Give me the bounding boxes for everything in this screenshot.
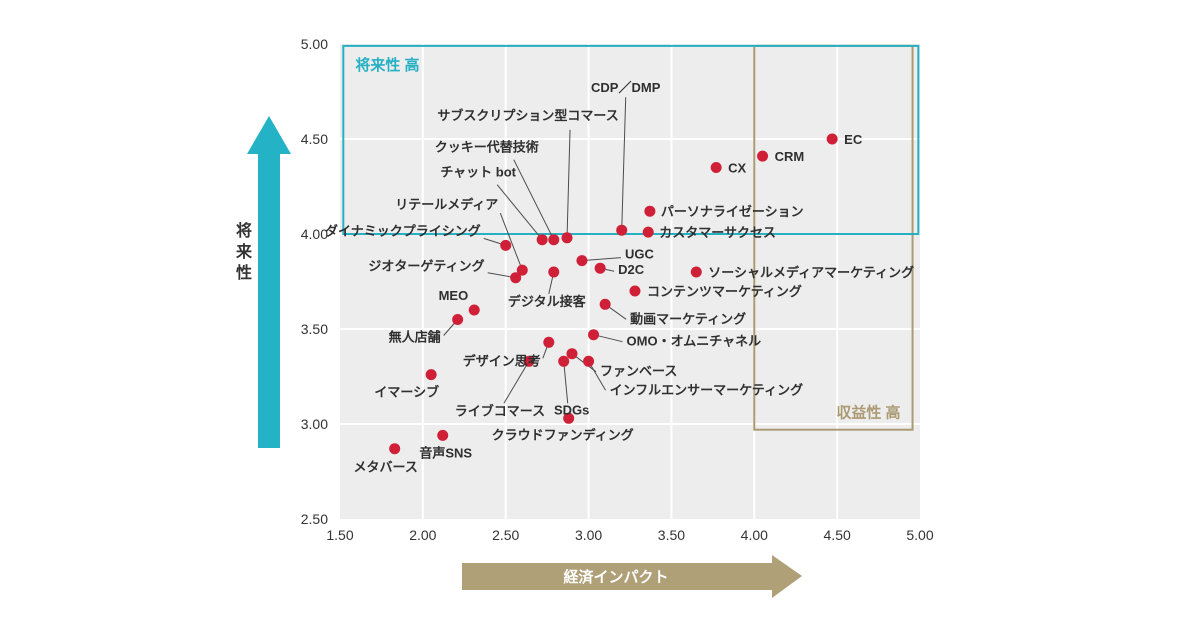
- leader-line: [513, 159, 555, 240]
- data-point: [389, 443, 401, 455]
- point-label: インフルエンサーマーケティング: [610, 382, 804, 397]
- data-point: [548, 234, 560, 246]
- data-point: [543, 336, 555, 348]
- data-point: [757, 150, 769, 162]
- data-point: [583, 355, 595, 367]
- point-label: デジタル接客: [508, 294, 587, 309]
- point-label: クッキー代替技術: [435, 140, 539, 155]
- leader-line: [563, 361, 569, 404]
- x-tick-label: 4.50: [824, 527, 851, 543]
- point-label: CX: [728, 161, 746, 176]
- x-tick-label: 2.50: [492, 527, 519, 543]
- region-label-profit-high: 収益性 高: [836, 404, 900, 422]
- data-point: [452, 314, 464, 325]
- data-point: [644, 205, 656, 217]
- region-future-high: [342, 44, 920, 236]
- leader-line: [503, 361, 530, 404]
- point-label: サブスクリプション型コマース: [437, 108, 618, 123]
- data-point: [561, 232, 573, 244]
- point-label: ダイナミックプライシング: [325, 223, 481, 238]
- data-point: [588, 329, 600, 341]
- leader-line: [581, 257, 621, 262]
- data-point: [629, 285, 641, 297]
- y-tick-label: 4.00: [301, 226, 328, 242]
- data-point: [616, 224, 628, 236]
- point-label: ライブコマース: [455, 403, 545, 418]
- point-label: リテールメディア: [395, 197, 498, 212]
- leader-line: [621, 97, 627, 231]
- x-tick-label: 1.50: [326, 527, 353, 543]
- leader-line: [588, 361, 607, 391]
- point-label: カスタマーサクセス: [659, 225, 776, 240]
- data-point: [599, 298, 611, 310]
- x-tick-label: 2.00: [409, 527, 436, 543]
- point-label: OMO・オムニチャネル: [627, 334, 762, 349]
- y-tick-label: 3.00: [301, 416, 328, 432]
- point-label: ジオターゲティング: [368, 259, 484, 274]
- point-label: ソーシャルメディアマーケティング: [708, 265, 914, 280]
- data-point: [523, 355, 535, 367]
- y-axis-label: 将来性: [235, 221, 253, 282]
- leader-line: [566, 129, 571, 238]
- data-point: [548, 266, 560, 278]
- y-tick-label: 5.00: [301, 36, 328, 52]
- x-tick-label: 3.00: [575, 527, 602, 543]
- data-point: [563, 412, 575, 424]
- data-point: [425, 369, 437, 381]
- region-label-future-high: 将来性 高: [355, 56, 419, 74]
- data-point: [500, 239, 512, 251]
- data-point: [826, 133, 838, 145]
- point-label: CRM: [775, 149, 805, 164]
- point-label: デザイン思考: [463, 353, 541, 368]
- point-label: コンテンツマーケティング: [647, 284, 802, 299]
- x-axis-label: 経済インパクト: [563, 568, 668, 586]
- data-point: [558, 355, 570, 367]
- y-tick-label: 4.50: [301, 131, 328, 147]
- x-axis-arrow-head: [772, 555, 802, 598]
- y-axis-arrow-head: [247, 116, 291, 154]
- point-label: 動画マーケティング: [630, 311, 746, 326]
- point-label: CDP／DMP: [591, 80, 661, 95]
- data-point: [516, 264, 528, 276]
- x-axis-arrow-shaft: [462, 563, 772, 590]
- leader-line: [499, 212, 523, 271]
- point-label: チャット bot: [440, 165, 516, 180]
- leader-line: [496, 184, 543, 241]
- data-point: [710, 162, 722, 173]
- data-point: [642, 226, 654, 238]
- point-label: EC: [844, 132, 863, 147]
- point-label: 音声SNS: [419, 445, 472, 460]
- x-tick-label: 3.50: [658, 527, 685, 543]
- y-tick-label: 2.50: [301, 511, 328, 527]
- point-label: 無人店舗: [389, 330, 441, 345]
- data-point: [468, 304, 480, 316]
- x-tick-label: 5.00: [906, 527, 933, 543]
- data-point: [576, 255, 588, 267]
- point-label: イマーシブ: [374, 385, 439, 400]
- point-label: SDGs: [554, 402, 589, 417]
- point-label: UGC: [625, 247, 655, 262]
- point-label: D2C: [618, 262, 645, 277]
- y-axis-arrow-shaft: [258, 152, 280, 448]
- data-point: [690, 266, 702, 278]
- data-point: [437, 429, 449, 441]
- point-label: ファンベース: [600, 364, 677, 379]
- data-point: [594, 262, 606, 274]
- data-point: [566, 348, 578, 360]
- plot-panel: [340, 44, 920, 519]
- y-tick-label: 3.50: [301, 321, 328, 337]
- data-point: [536, 234, 548, 246]
- point-label: MEO: [439, 288, 469, 303]
- point-label: メタバース: [354, 460, 418, 475]
- point-label: パーソナライゼーション: [661, 204, 804, 219]
- data-point: [510, 272, 522, 284]
- point-label: クラウドファンディング: [492, 427, 634, 442]
- x-tick-label: 4.00: [741, 527, 768, 543]
